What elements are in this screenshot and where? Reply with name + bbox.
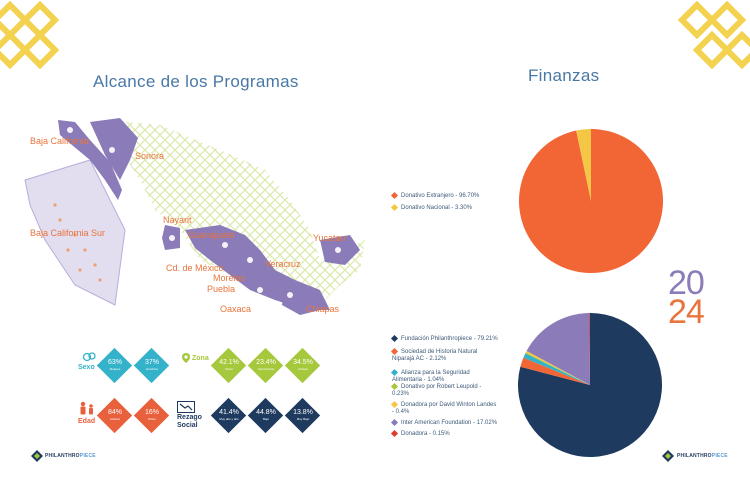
legend2-label-4: Donadora por David Winton Landes - 0.4% xyxy=(392,402,497,416)
gender-icon xyxy=(82,352,96,362)
left-page-title: Alcance de los Programas xyxy=(93,72,299,91)
pie2-slice-3 xyxy=(525,352,590,385)
pie2-slice-2 xyxy=(523,353,590,385)
legend2-marker-0 xyxy=(390,334,399,343)
legend1-marker-0 xyxy=(390,191,399,200)
region-morelos: Morelos xyxy=(213,273,246,283)
legend2-label-1: Sociedad de Historia Natural Niparajá AC… xyxy=(392,349,478,363)
sexo-value-2: 37% Hombres xyxy=(144,359,159,371)
region-sonora: Sonora xyxy=(135,151,165,161)
brand-right: PHILANTHROPIECE xyxy=(677,453,728,459)
pie1-slice-1 xyxy=(576,129,591,201)
region-veracruz: Veracruz xyxy=(265,259,301,269)
edad-value-1: 84% Adultos xyxy=(107,409,122,421)
brand-left: PHILANTHROPIECE xyxy=(45,453,96,459)
rezago-value-3: 13.8% Muy Bajo xyxy=(293,409,313,421)
legend2-label-2: Alianza para la Seguridad Alimentaria - … xyxy=(392,370,470,384)
legend2-marker-1 xyxy=(390,347,399,356)
rezago-value-1: 41.4% Muy alto y alto xyxy=(219,409,239,421)
philanthropiece-logo-icon-right xyxy=(662,450,674,462)
region-chiapas: Chiapas xyxy=(306,304,340,314)
zona-label: Zona xyxy=(192,355,209,362)
pie2-slice-5 xyxy=(526,313,590,385)
legend1-item-0: Donativo Extranjero - 96.70% xyxy=(390,191,480,200)
legend1-label-1: Donativo Nacional - 3.30% xyxy=(401,205,473,212)
yellow-lattice-top-right xyxy=(677,0,750,70)
legend2-item-1: Sociedad de Historia Natural Niparajá AC… xyxy=(390,347,500,363)
zona-value-2: 23.4% Semiurbana xyxy=(256,359,276,371)
mexico-map xyxy=(24,118,365,315)
legend2-item-6: Donadora - 0.15% xyxy=(390,429,500,438)
right-page-title: Finanzas xyxy=(528,66,600,85)
region-oaxaca: Oaxaca xyxy=(220,304,252,314)
legend2-marker-6 xyxy=(390,429,399,438)
region-puebla: Puebla xyxy=(207,284,236,294)
legend2-marker-5 xyxy=(390,418,399,427)
legend2-item-4: Donadora por David Winton Landes - 0.4% xyxy=(390,400,500,416)
pie-chart-origin xyxy=(519,129,663,273)
rezago-trend-icon xyxy=(177,401,195,413)
rezago-label: Rezago Social xyxy=(177,414,202,429)
sexo-label: Sexo xyxy=(78,364,95,371)
legend2-label-6: Donadora - 0.15% xyxy=(401,431,450,438)
legend2-marker-4 xyxy=(390,400,399,409)
pie-chart-donors xyxy=(518,313,662,457)
location-pin-icon xyxy=(182,353,190,363)
legend2-marker-3 xyxy=(390,382,399,391)
region-nayarit: Nayarit xyxy=(163,215,192,225)
legend2-label-5: Inter American Foundation - 17.02% xyxy=(401,420,498,427)
legend2-item-2: Alianza para la Seguridad Alimentaria - … xyxy=(390,368,500,384)
region-baja-california: Baja California xyxy=(30,136,89,146)
legend1-item-1: Donativo Nacional - 3.30% xyxy=(390,203,473,212)
legend1-label-0: Donativo Extranjero - 96.70% xyxy=(401,193,480,200)
legend2-item-3: Donativo por Robert Leupold - 0.23% xyxy=(390,382,500,398)
legend2-label-0: Fundación Philanthropiece - 79.21% xyxy=(401,336,498,343)
legend2-marker-2 xyxy=(390,368,399,377)
people-icon xyxy=(80,401,93,415)
zona-value-3: 34.5% Urbana xyxy=(293,359,313,371)
zona-value-1: 42.1% Rural xyxy=(219,359,239,371)
legend2-item-5: Inter American Foundation - 17.02% xyxy=(390,418,500,427)
edad-value-2: 16% Niños xyxy=(144,409,159,421)
region-guanajuato: Guanajuato xyxy=(188,230,235,240)
region-cd-de-mexico: Cd. de México xyxy=(166,263,224,273)
year-top: 20 xyxy=(668,264,705,302)
pie2-slice-1 xyxy=(520,357,590,385)
sexo-value-1: 63% Mujeres xyxy=(107,359,122,371)
rezago-value-2: 44.8% Bajo xyxy=(256,409,276,421)
year-bottom: 24 xyxy=(668,293,705,331)
legend1-marker-1 xyxy=(390,203,399,212)
edad-label: Edad xyxy=(78,418,96,425)
region-baja-california-sur: Baja California Sur xyxy=(30,228,106,238)
region-yucatan: Yucatan xyxy=(313,233,346,243)
legend2-label-3: Donativo por Robert Leupold - 0.23% xyxy=(392,384,482,398)
legend2-item-0: Fundación Philanthropiece - 79.21% xyxy=(390,334,500,343)
yellow-lattice-top-left xyxy=(0,0,60,70)
pie2-slice-4 xyxy=(525,350,590,385)
philanthropiece-logo-icon xyxy=(31,450,43,462)
